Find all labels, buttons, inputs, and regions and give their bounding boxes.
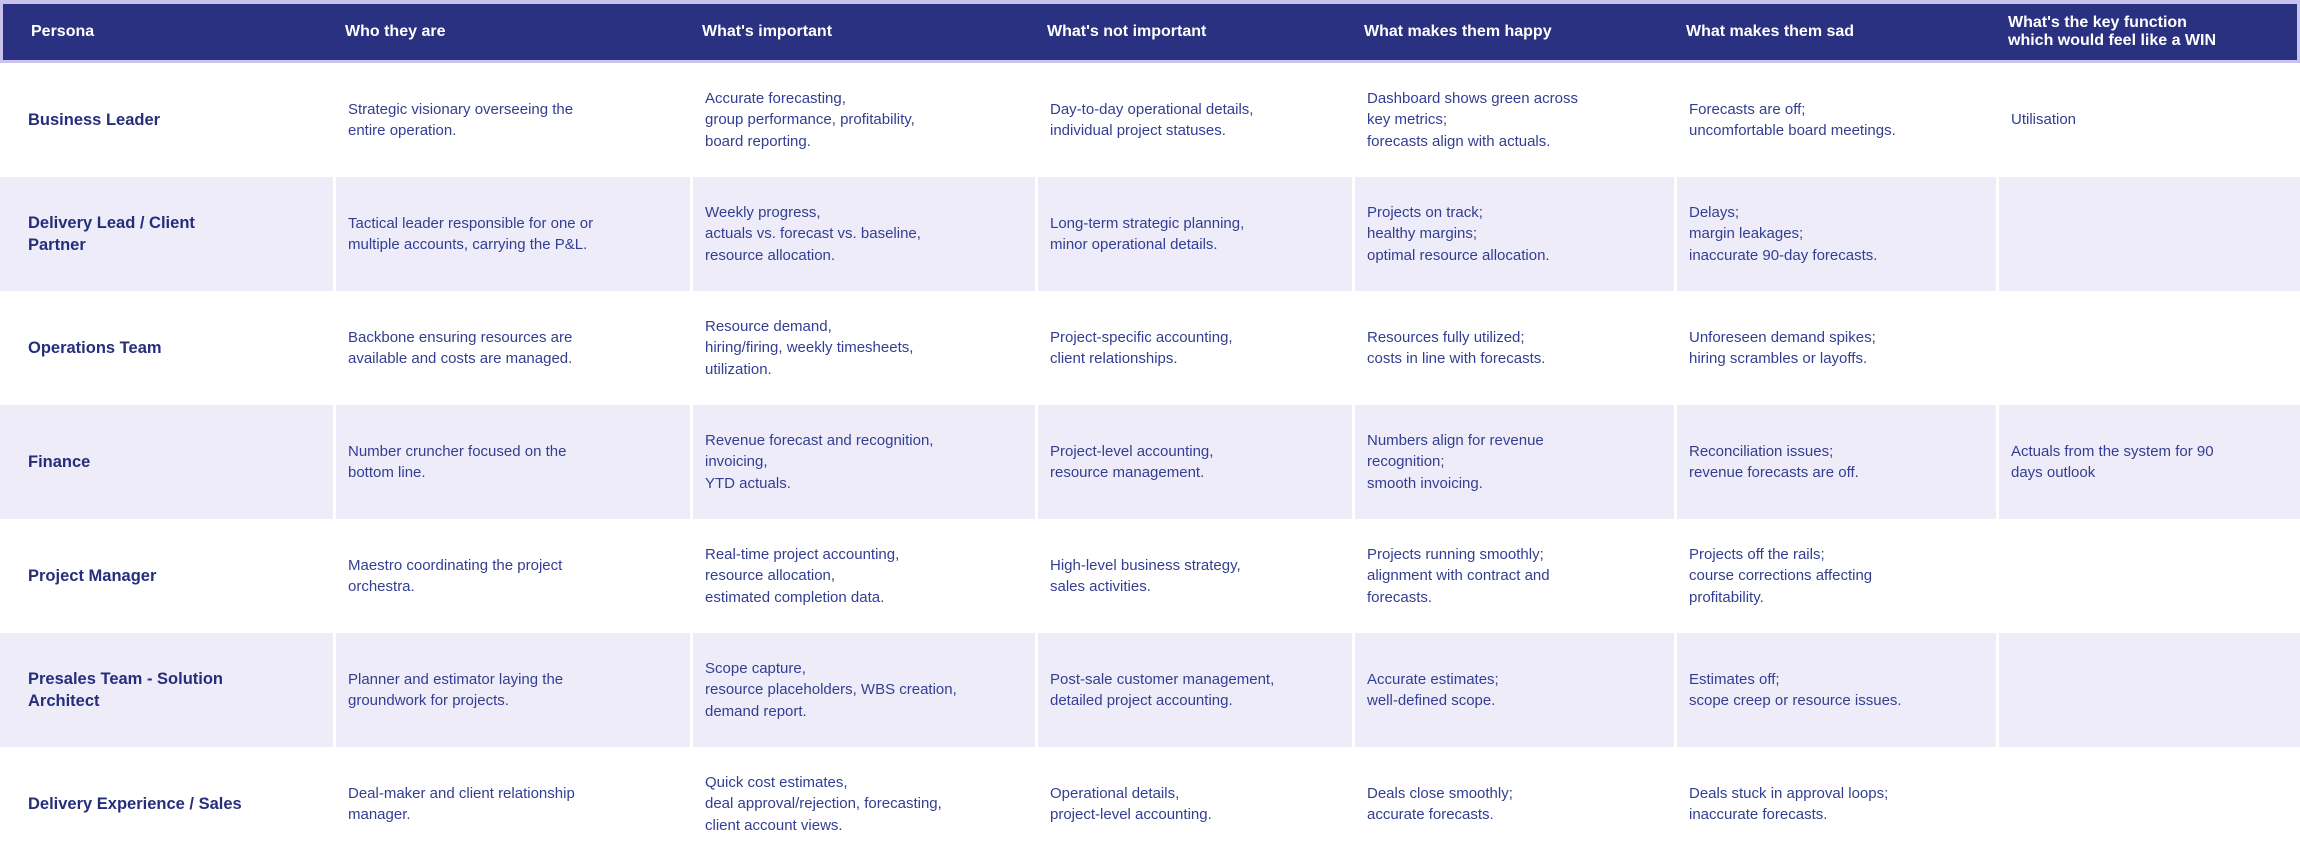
cell-whats-important: Quick cost estimates, deal approval/reje… [690, 747, 1035, 861]
cell-who-they-are: Strategic visionary overseeing the entir… [333, 63, 690, 177]
cell-key-function-win [1996, 747, 2300, 861]
table-row-finance: Finance Number cruncher focused on the b… [0, 405, 2300, 519]
table-row-operations-team: Operations Team Backbone ensuring resour… [0, 291, 2300, 405]
table-row-project-manager: Project Manager Maestro coordinating the… [0, 519, 2300, 633]
header-row: Persona Who they are What's important Wh… [0, 0, 2300, 63]
column-header-what-makes-them-happy: What makes them happy [1352, 0, 1674, 63]
cell-whats-important: Accurate forecasting, group performance,… [690, 63, 1035, 177]
cell-whats-not-important: Operational details, project-level accou… [1035, 747, 1352, 861]
cell-whats-not-important: Post-sale customer management, detailed … [1035, 633, 1352, 747]
persona-name: Presales Team - Solution Architect [0, 633, 333, 747]
cell-what-makes-them-sad: Unforeseen demand spikes; hiring scrambl… [1674, 291, 1996, 405]
cell-who-they-are: Planner and estimator laying the groundw… [333, 633, 690, 747]
column-header-whats-not-important: What's not important [1035, 0, 1352, 63]
cell-what-makes-them-happy: Resources fully utilized; costs in line … [1352, 291, 1674, 405]
cell-who-they-are: Tactical leader responsible for one or m… [333, 177, 690, 291]
cell-key-function-win: Utilisation [1996, 63, 2300, 177]
cell-whats-important: Resource demand, hiring/firing, weekly t… [690, 291, 1035, 405]
cell-what-makes-them-sad: Delays; margin leakages; inaccurate 90-d… [1674, 177, 1996, 291]
cell-what-makes-them-happy: Dashboard shows green across key metrics… [1352, 63, 1674, 177]
column-header-who-they-are: Who they are [333, 0, 690, 63]
column-header-whats-important: What's important [690, 0, 1035, 63]
persona-name: Operations Team [0, 291, 333, 405]
cell-whats-not-important: Day-to-day operational details, individu… [1035, 63, 1352, 177]
cell-key-function-win [1996, 519, 2300, 633]
cell-what-makes-them-happy: Projects running smoothly; alignment wit… [1352, 519, 1674, 633]
table-row-delivery-experience-sales: Delivery Experience / Sales Deal-maker a… [0, 747, 2300, 861]
column-header-what-makes-them-sad: What makes them sad [1674, 0, 1996, 63]
cell-what-makes-them-sad: Forecasts are off; uncomfortable board m… [1674, 63, 1996, 177]
cell-who-they-are: Backbone ensuring resources are availabl… [333, 291, 690, 405]
table-row-business-leader: Business Leader Strategic visionary over… [0, 63, 2300, 177]
table-row-delivery-lead-client-partner: Delivery Lead / Client Partner Tactical … [0, 177, 2300, 291]
column-header-key-function-win: What's the key function which would feel… [1996, 0, 2300, 63]
persona-name: Project Manager [0, 519, 333, 633]
cell-what-makes-them-sad: Reconciliation issues; revenue forecasts… [1674, 405, 1996, 519]
cell-who-they-are: Deal-maker and client relationship manag… [333, 747, 690, 861]
cell-who-they-are: Maestro coordinating the project orchest… [333, 519, 690, 633]
cell-key-function-win: Actuals from the system for 90 days outl… [1996, 405, 2300, 519]
cell-key-function-win [1996, 177, 2300, 291]
cell-what-makes-them-sad: Projects off the rails; course correctio… [1674, 519, 1996, 633]
cell-whats-important: Revenue forecast and recognition, invoic… [690, 405, 1035, 519]
cell-whats-not-important: High-level business strategy, sales acti… [1035, 519, 1352, 633]
cell-what-makes-them-happy: Projects on track; healthy margins; opti… [1352, 177, 1674, 291]
cell-whats-important: Scope capture, resource placeholders, WB… [690, 633, 1035, 747]
persona-name: Finance [0, 405, 333, 519]
cell-whats-not-important: Project-specific accounting, client rela… [1035, 291, 1352, 405]
persona-name: Delivery Lead / Client Partner [0, 177, 333, 291]
cell-who-they-are: Number cruncher focused on the bottom li… [333, 405, 690, 519]
cell-what-makes-them-sad: Estimates off; scope creep or resource i… [1674, 633, 1996, 747]
cell-what-makes-them-happy: Numbers align for revenue recognition; s… [1352, 405, 1674, 519]
cell-key-function-win [1996, 291, 2300, 405]
persona-name: Delivery Experience / Sales [0, 747, 333, 861]
cell-whats-not-important: Long-term strategic planning, minor oper… [1035, 177, 1352, 291]
cell-whats-important: Weekly progress, actuals vs. forecast vs… [690, 177, 1035, 291]
cell-whats-important: Real-time project accounting, resource a… [690, 519, 1035, 633]
cell-what-makes-them-happy: Deals close smoothly; accurate forecasts… [1352, 747, 1674, 861]
table-row-presales-solution-architect: Presales Team - Solution Architect Plann… [0, 633, 2300, 747]
persona-name: Business Leader [0, 63, 333, 177]
cell-what-makes-them-happy: Accurate estimates; well-defined scope. [1352, 633, 1674, 747]
column-header-persona: Persona [0, 0, 333, 63]
cell-whats-not-important: Project-level accounting, resource manag… [1035, 405, 1352, 519]
cell-key-function-win [1996, 633, 2300, 747]
cell-what-makes-them-sad: Deals stuck in approval loops; inaccurat… [1674, 747, 1996, 861]
